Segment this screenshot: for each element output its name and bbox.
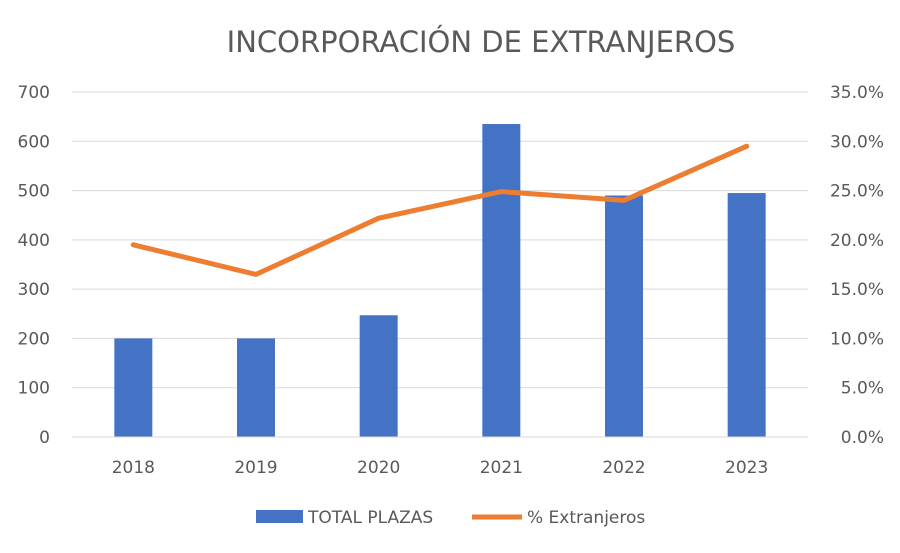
left-tick-label: 700 (18, 83, 50, 103)
legend-swatch-total-plazas (256, 510, 303, 523)
x-tick-label: 2018 (112, 458, 155, 478)
right-tick-label: 0.0% (841, 428, 884, 448)
line-point-2023 (746, 145, 748, 147)
chart-title: INCORPORACIÓN DE EXTRANJEROS (227, 25, 736, 59)
left-tick-label: 100 (18, 379, 50, 399)
right-tick-label: 10.0% (830, 329, 884, 349)
right-axis: 0.0% 5.0% 10.0% 15.0% 20.0% 25.0% 30.0% 35.0% (830, 83, 884, 448)
legend: TOTAL PLAZAS % Extranjeros (256, 508, 645, 528)
legend-label-total-plazas: TOTAL PLAZAS (307, 508, 433, 528)
right-tick-label: 5.0% (841, 379, 884, 399)
line-point-2022 (623, 199, 625, 201)
bar-2021 (482, 124, 521, 438)
bar-2019 (237, 338, 275, 437)
x-tick-label: 2020 (357, 458, 400, 478)
right-tick-label: 25.0% (830, 182, 884, 202)
left-tick-label: 400 (18, 231, 50, 251)
gridlines (72, 91, 808, 438)
x-tick-label: 2019 (234, 458, 277, 478)
left-tick-label: 300 (18, 280, 50, 300)
bar-2023 (727, 193, 766, 437)
left-tick-label: 0 (39, 428, 50, 448)
line-point-2018 (132, 244, 134, 246)
left-axis: 0 100 200 300 400 500 600 700 (18, 83, 50, 448)
x-axis: 2018 2019 2020 2021 2022 2023 (72, 436, 808, 478)
bar-series (114, 124, 766, 438)
right-tick-label: 30.0% (830, 132, 884, 152)
left-tick-label: 600 (18, 132, 50, 152)
right-tick-label: 15.0% (830, 280, 884, 300)
x-tick-label: 2023 (725, 458, 768, 478)
x-tick-label: 2022 (602, 458, 645, 478)
line-point-2021 (500, 191, 502, 193)
line-series (130, 143, 750, 277)
left-tick-label: 200 (18, 329, 50, 349)
bar-2018 (114, 338, 153, 437)
bar-2020 (359, 315, 398, 437)
right-tick-label: 20.0% (830, 231, 884, 251)
legend-label-extranjeros: % Extranjeros (527, 508, 645, 528)
left-tick-label: 500 (18, 182, 50, 202)
bar-2022 (605, 195, 643, 437)
line-extranjeros (130, 143, 750, 277)
x-tick-label: 2021 (480, 458, 523, 478)
line-point-2020 (378, 217, 380, 219)
line-point-2019 (255, 273, 257, 275)
right-tick-label: 35.0% (830, 83, 884, 103)
